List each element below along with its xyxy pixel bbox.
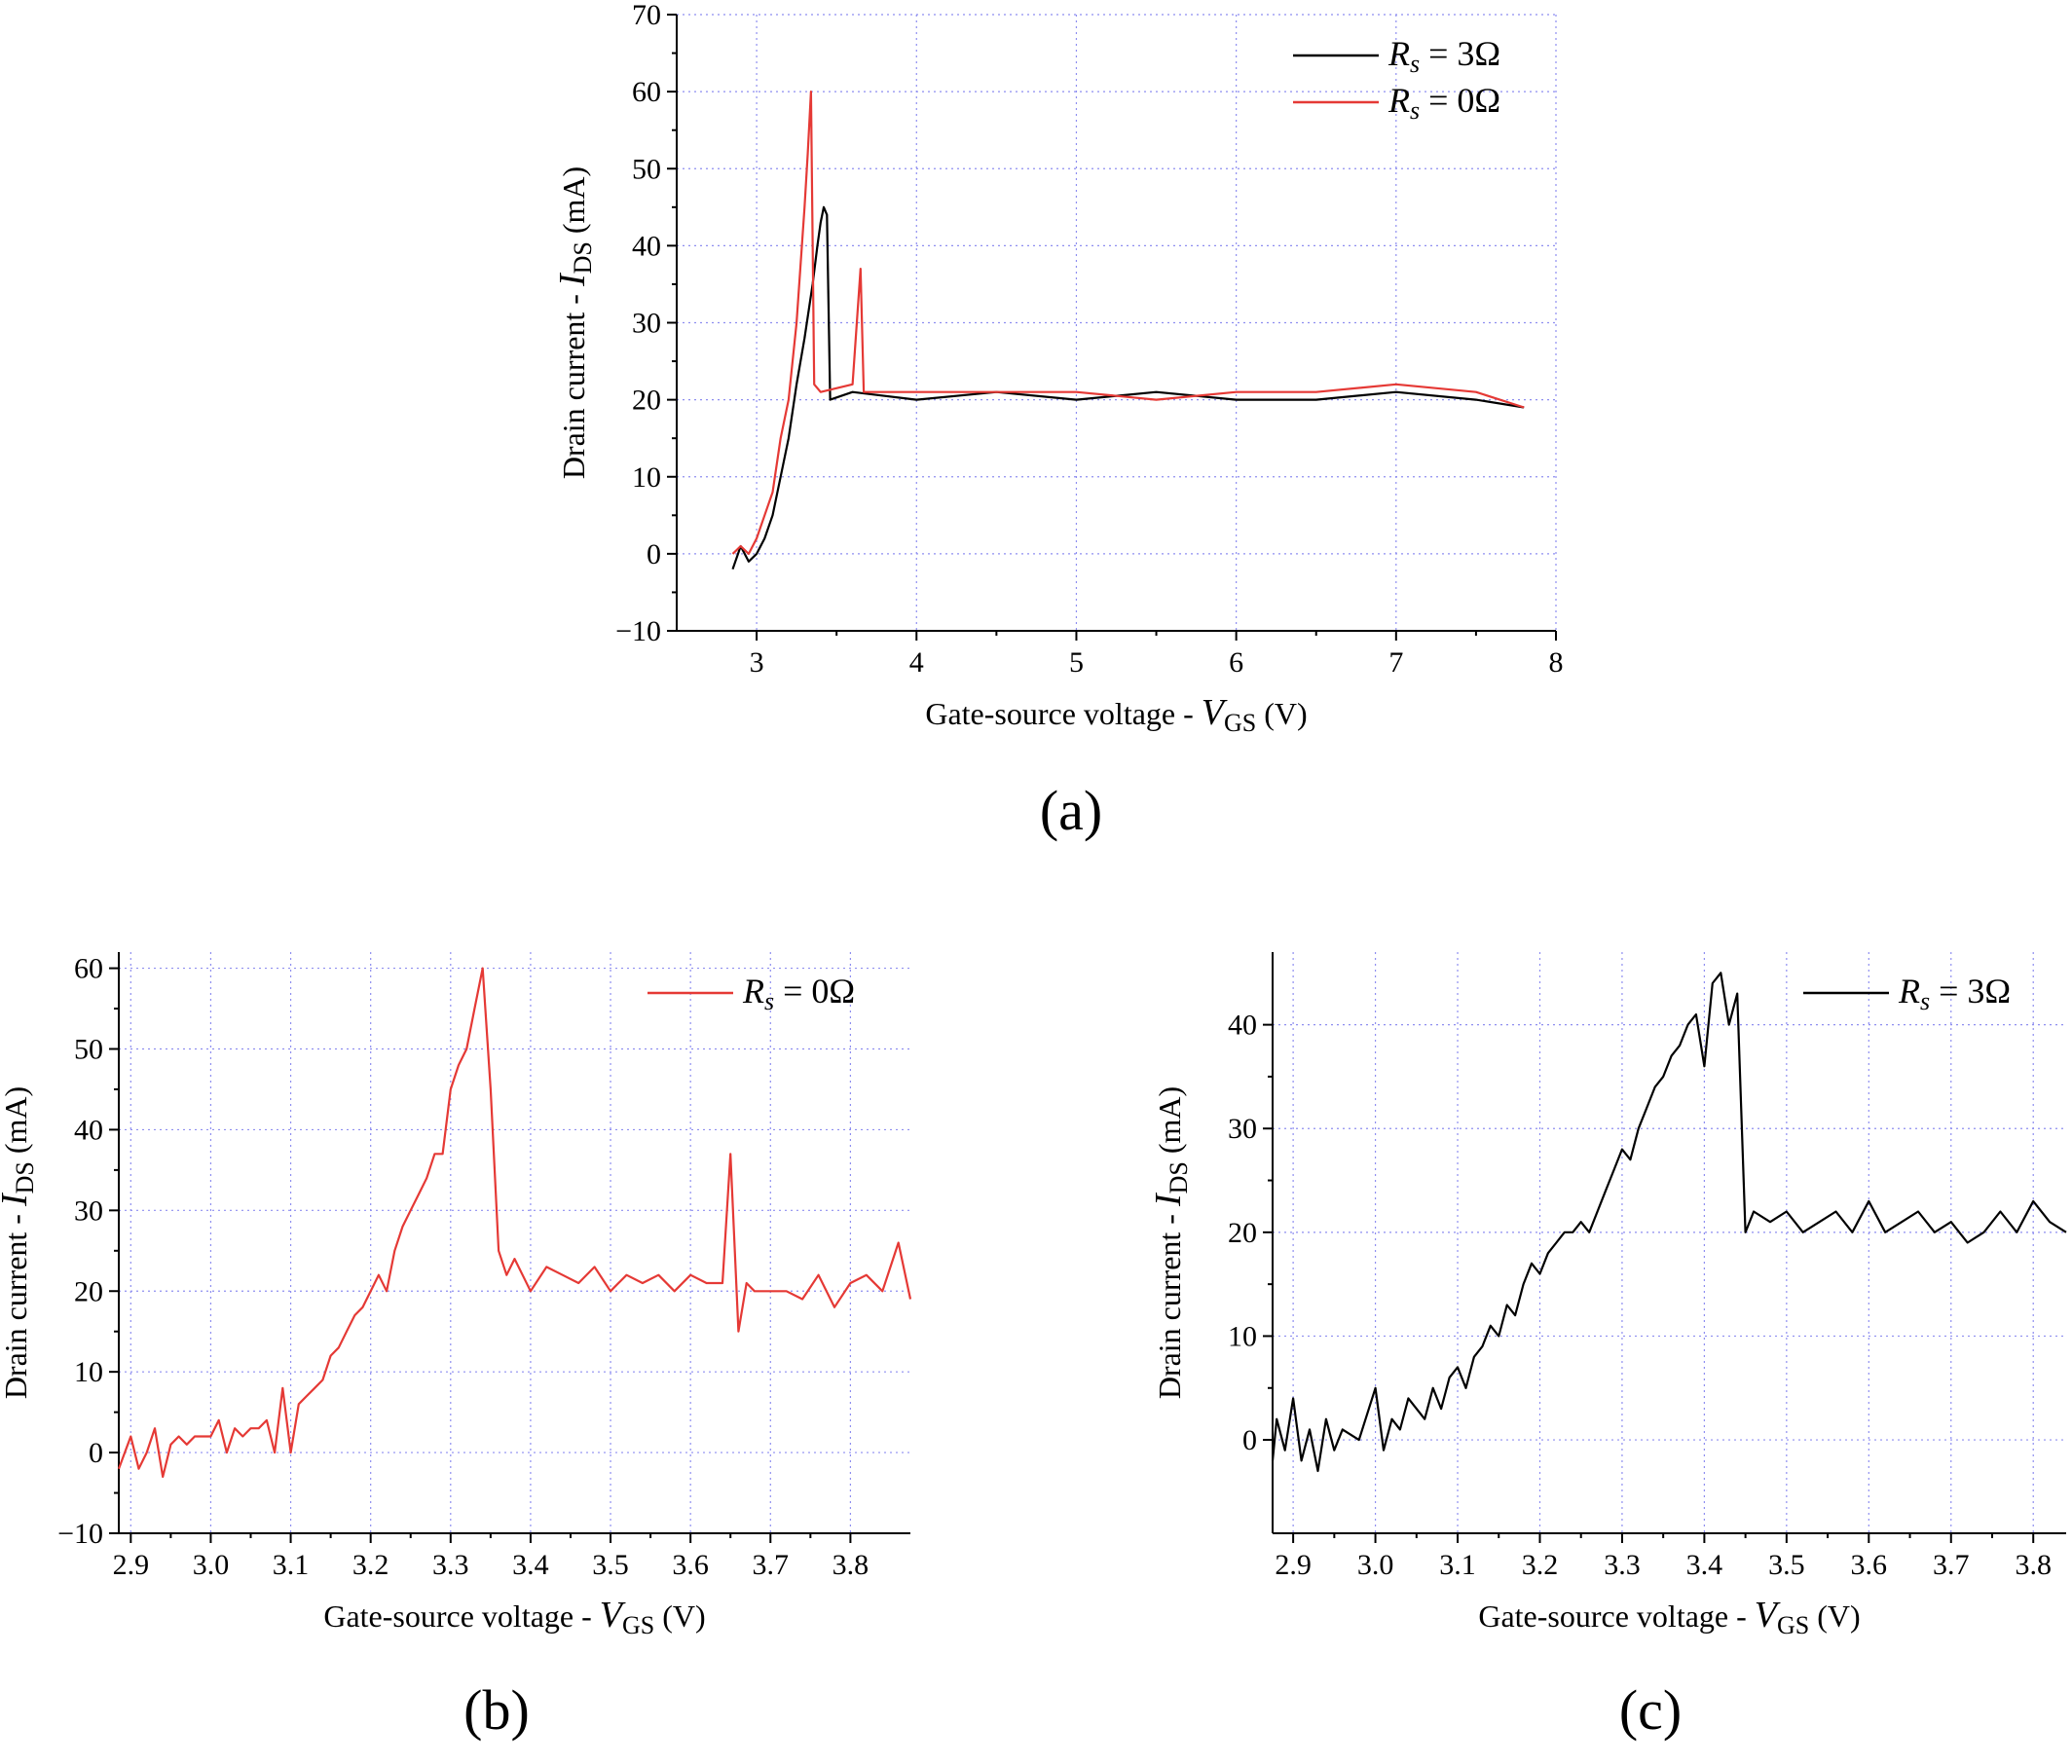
legend-label: Rs = 0Ω <box>742 972 855 1015</box>
panel-label: (b) <box>463 1678 530 1742</box>
y-tick-label: 30 <box>74 1194 103 1227</box>
series-line <box>1271 972 2067 1473</box>
x-tick-label: 3.0 <box>193 1549 230 1581</box>
y-tick-label: 0 <box>1242 1424 1257 1456</box>
x-tick-label: 4 <box>909 646 924 679</box>
legend-label: Rs = 0Ω <box>1388 81 1500 125</box>
x-tick-label: 5 <box>1069 646 1084 679</box>
y-axis-label: Drain current - IDS (mA) <box>552 166 597 479</box>
y-tick-label: 60 <box>74 953 103 985</box>
x-tick-label: 3.1 <box>1439 1549 1476 1581</box>
x-tick-label: 3.2 <box>352 1549 389 1581</box>
y-axis-label: Drain current - IDS (mA) <box>1148 1086 1193 1399</box>
y-tick-label: 0 <box>89 1437 103 1469</box>
y-tick-label: 30 <box>632 308 661 340</box>
x-tick-label: 3.8 <box>2015 1549 2052 1581</box>
y-tick-label: 40 <box>1228 1010 1257 1042</box>
x-tick-label: 3.6 <box>1851 1549 1888 1581</box>
x-tick-label: 6 <box>1229 646 1243 679</box>
x-axis-label: Gate-source voltage - VGS (V) <box>925 692 1307 737</box>
y-tick-label: 10 <box>1228 1320 1257 1352</box>
legend: Rs = 0Ω <box>648 972 855 1015</box>
legend-label: Rs = 3Ω <box>1388 34 1500 78</box>
y-tick-label: 30 <box>1228 1113 1257 1145</box>
y-tick-label: 50 <box>632 153 661 185</box>
grid-lines <box>677 14 1557 632</box>
chart-panel-b: 2.9 3.0 3.1 3.2 3.3 3.4 3.5 3.6 3.7 3.8 −10 0 10 20 30… <box>0 952 912 1742</box>
y-tick-label: −10 <box>615 615 661 647</box>
y-tick-label: −10 <box>57 1518 103 1550</box>
y-tick-label: 20 <box>632 385 661 417</box>
x-tick-label: 7 <box>1388 646 1403 679</box>
series-line <box>117 967 912 1479</box>
x-tick-label: 3.7 <box>753 1549 790 1581</box>
panel-label: (a) <box>1040 779 1102 842</box>
panel-label: (c) <box>1619 1678 1682 1742</box>
y-tick-label: 40 <box>632 230 661 262</box>
x-tick-label: 3.5 <box>592 1549 629 1581</box>
y-axis-label: Drain current - IDS (mA) <box>0 1086 39 1399</box>
x-axis-label: Gate-source voltage - VGS (V) <box>1478 1595 1860 1639</box>
x-tick-label: 8 <box>1549 646 1564 679</box>
legend: Rs = 3Ω <box>1803 972 2011 1015</box>
chart-panel-a: 3 4 5 6 7 8 −10 0 10 20 30 40 50 60 70 Gate-source volt… <box>552 0 1564 842</box>
x-tick-label: 3.5 <box>1768 1549 1805 1581</box>
x-tick-label: 3.4 <box>1686 1549 1723 1581</box>
x-tick-label: 3.0 <box>1357 1549 1394 1581</box>
grid-lines <box>1273 952 2066 1533</box>
y-tick-label: 40 <box>74 1114 103 1146</box>
y-tick-label: 20 <box>1228 1217 1257 1249</box>
x-tick-label: 2.9 <box>113 1549 150 1581</box>
x-tick-label: 3.2 <box>1522 1549 1559 1581</box>
x-tick-label: 3.4 <box>512 1549 549 1581</box>
x-axis-label: Gate-source voltage - VGS (V) <box>323 1595 705 1639</box>
x-tick-label: 3.8 <box>832 1549 870 1581</box>
x-tick-label: 3 <box>750 646 764 679</box>
series-line <box>731 90 1525 556</box>
y-tick-label: 20 <box>74 1275 103 1307</box>
y-tick-label: 60 <box>632 76 661 108</box>
y-tick-label: 10 <box>632 461 661 494</box>
series-line <box>731 205 1525 570</box>
chart-panel-c: 2.9 3.0 3.1 3.2 3.3 3.4 3.5 3.6 3.7 3.8 0 10 20 30 40 G… <box>1148 952 2067 1742</box>
x-tick-label: 3.3 <box>1604 1549 1641 1581</box>
legend-label: Rs = 3Ω <box>1898 972 2011 1015</box>
grid-lines <box>119 952 910 1534</box>
y-tick-label: 70 <box>632 0 661 31</box>
x-tick-label: 2.9 <box>1275 1549 1312 1581</box>
x-tick-label: 3.3 <box>432 1549 469 1581</box>
y-tick-label: 10 <box>74 1356 103 1388</box>
y-tick-label: 0 <box>647 538 661 570</box>
x-tick-label: 3.7 <box>1933 1549 1970 1581</box>
y-tick-label: 50 <box>74 1034 103 1066</box>
x-tick-label: 3.6 <box>672 1549 709 1581</box>
x-tick-label: 3.1 <box>273 1549 310 1581</box>
